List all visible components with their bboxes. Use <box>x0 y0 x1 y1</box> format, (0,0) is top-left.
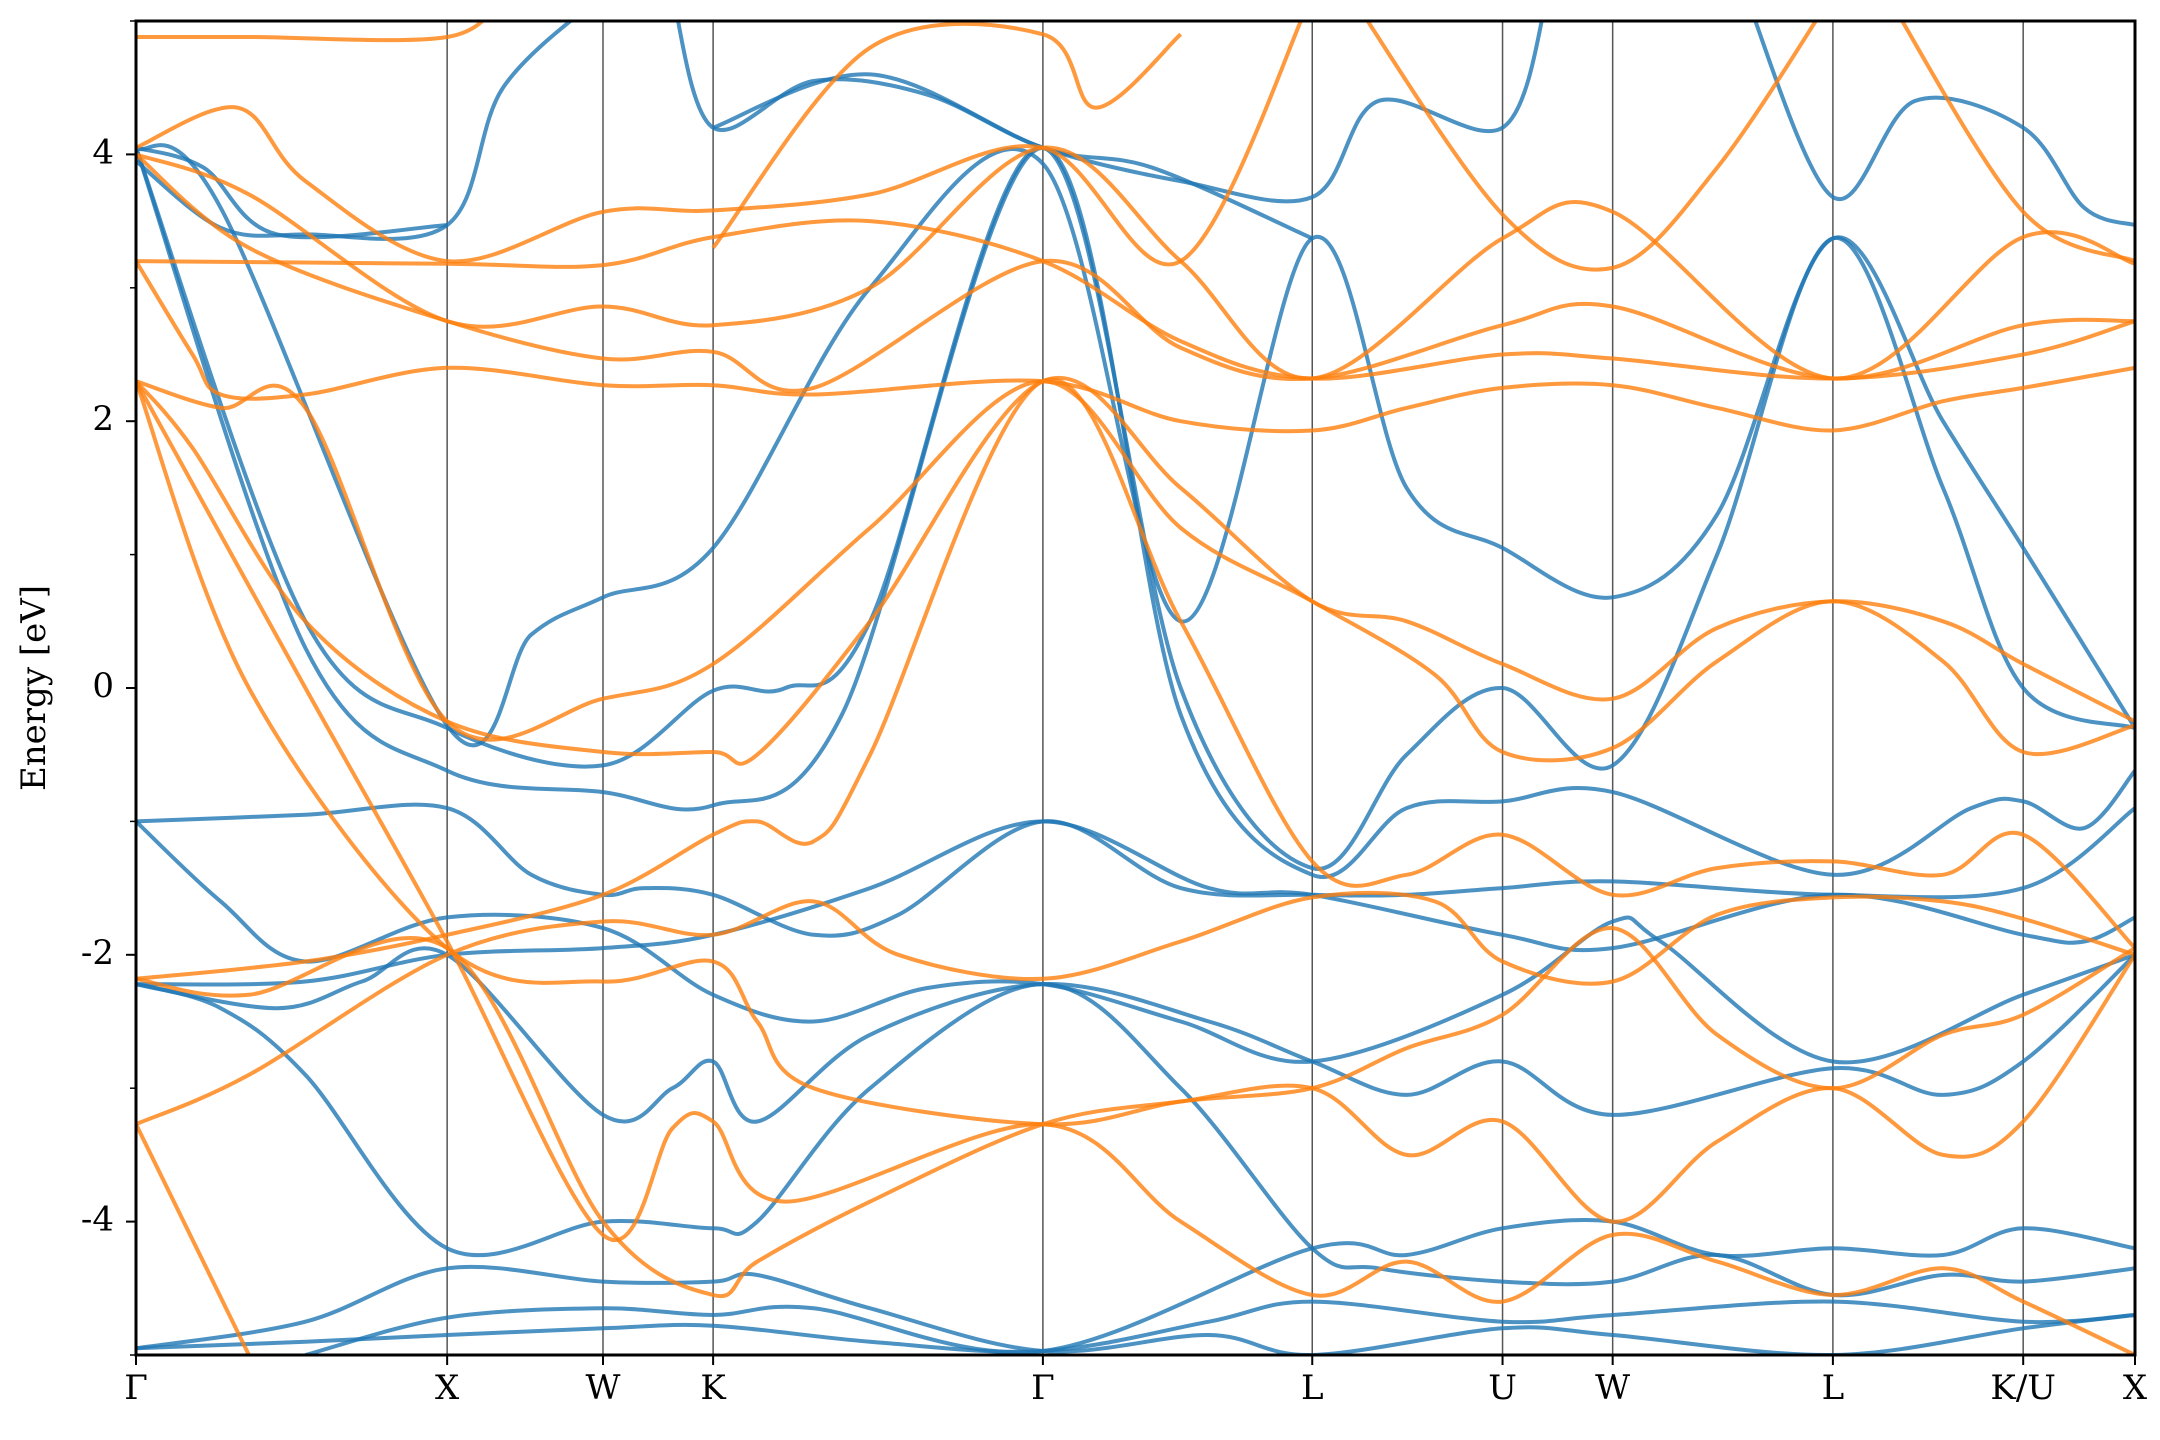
x-tick-label: X <box>435 1368 460 1408</box>
x-tick-label: Γ <box>1031 1368 1055 1408</box>
band-line <box>711 21 1183 250</box>
y-tick-label: -2 <box>81 933 114 973</box>
band-line <box>676 21 1544 204</box>
x-tick-label: W <box>586 1368 621 1408</box>
y-axis-title: Energy [eV] <box>14 585 54 791</box>
band-line <box>136 21 1303 267</box>
band-series-2 <box>136 21 2135 1355</box>
band-line <box>136 380 2135 1355</box>
band-line <box>136 260 2135 434</box>
band-line <box>136 21 486 43</box>
x-tick-label: U <box>1488 1368 1517 1408</box>
band-line <box>136 145 2135 381</box>
band-line <box>136 819 2135 1065</box>
x-tick-label: L <box>1301 1368 1324 1408</box>
band-line <box>136 143 2135 748</box>
y-tick-label: 4 <box>92 132 114 172</box>
band-line <box>136 1299 2135 1354</box>
band-line <box>1753 21 2135 228</box>
band-line <box>136 152 2135 393</box>
band-line <box>136 145 448 240</box>
y-axis: -4 -2 0 2 4 <box>81 20 136 1356</box>
y-tick-label: -4 <box>81 1200 114 1240</box>
band-lines <box>136 21 2135 1355</box>
x-tick-label: K <box>700 1368 726 1408</box>
band-line <box>136 379 2135 763</box>
band-line <box>136 982 2135 1298</box>
band-line <box>136 375 2135 766</box>
x-tick-label: W <box>1595 1368 1630 1408</box>
band-line <box>136 802 2135 938</box>
x-tick-label: K/U <box>1990 1368 2056 1408</box>
band-line <box>304 1218 2135 1355</box>
y-tick-label: 0 <box>92 666 114 706</box>
x-tick-label: L <box>1822 1368 1845 1408</box>
x-axis: Γ X W K Γ L U W L K/U X <box>124 1355 2148 1408</box>
band-line <box>136 380 2135 1127</box>
band-line <box>136 377 2135 981</box>
band-line <box>136 1264 2135 1355</box>
band-series-1 <box>136 21 2135 1355</box>
band-line <box>712 72 1314 241</box>
band-line <box>136 946 2135 1124</box>
band-line <box>1899 21 2135 263</box>
band-line <box>136 1123 251 1355</box>
band-line <box>1365 21 1819 272</box>
x-tick-label: Γ <box>124 1368 148 1408</box>
x-tick-label: X <box>2123 1368 2148 1408</box>
plot-frame <box>134 19 2137 1357</box>
y-tick-label: 2 <box>92 399 114 439</box>
band-line <box>136 890 2135 1127</box>
